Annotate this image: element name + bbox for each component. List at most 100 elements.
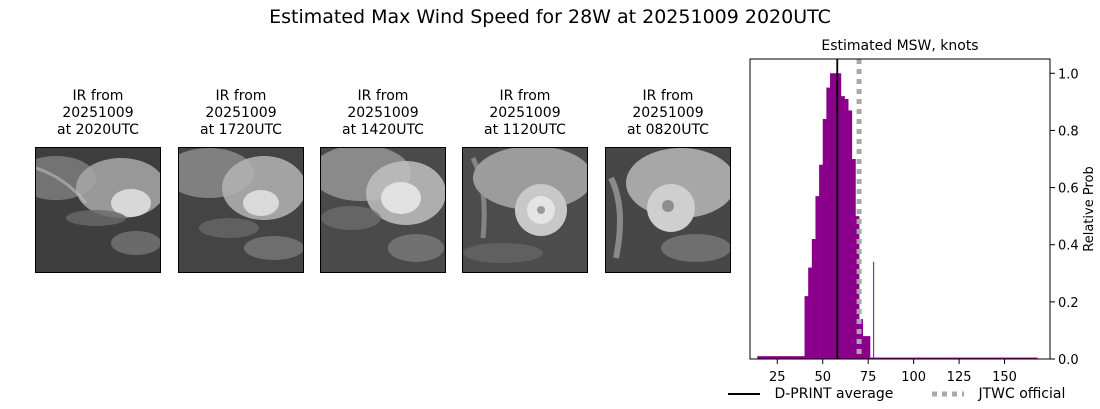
x-tick-label: 50 (814, 370, 831, 385)
ir-panel-title: IR from 20251009 at 1420UTC (342, 88, 424, 138)
histogram-bar (884, 357, 889, 359)
histogram-bar (957, 357, 962, 359)
y-axis-label: Relative Prob (1082, 166, 1097, 251)
y-tick-label: 0.0 (1058, 353, 1079, 368)
histogram-bar (800, 356, 805, 359)
histogram-bar (880, 357, 885, 359)
histogram-bar (946, 357, 951, 359)
histogram-bar (1015, 357, 1020, 359)
histogram-bar (928, 357, 933, 359)
histogram-bar (960, 357, 965, 359)
ir-satellite-image (462, 147, 588, 273)
ir-panel-5: IR from 20251009 at 0820UTC (605, 88, 731, 273)
histogram-bar (826, 87, 831, 360)
histogram-bar (917, 357, 922, 359)
histogram-bar (786, 356, 791, 359)
histogram-bar (990, 357, 994, 359)
histogram-bar (924, 357, 929, 359)
histogram-bar (931, 357, 936, 359)
histogram-bar (866, 336, 871, 359)
histogram-bar (950, 357, 954, 359)
histogram-bar (920, 357, 925, 359)
histogram-bar (971, 357, 976, 359)
histogram-bar (1033, 357, 1038, 359)
histogram-bar (1022, 357, 1027, 359)
histogram-bar (830, 73, 834, 360)
figure-title: Estimated Max Wind Speed for 28W at 2025… (269, 6, 831, 28)
x-tick-label: 25 (769, 370, 786, 385)
histogram-bar (764, 356, 769, 359)
histogram-bar (1026, 357, 1031, 359)
histogram-bar (891, 357, 896, 359)
histogram-bar (782, 356, 787, 359)
x-axis-ticks: 25 50 75 100 125 150 (769, 359, 1017, 385)
histogram-bar (797, 356, 802, 359)
histogram-bar (1019, 357, 1024, 359)
histogram-bar (808, 267, 813, 359)
histogram-bar (760, 356, 765, 359)
histogram-bar (1030, 357, 1034, 359)
solid-line-swatch (728, 393, 760, 395)
histogram-bar (968, 357, 973, 359)
histogram-bar (811, 239, 816, 359)
histogram-bar (804, 296, 809, 359)
histogram-bar (775, 356, 780, 359)
histogram-bar (855, 216, 860, 359)
ir-panel-1: IR from 20251009 at 2020UTC (35, 88, 161, 273)
ir-panel-title: IR from 20251009 at 2020UTC (57, 88, 139, 138)
ir-panel-title: IR from 20251009 at 1120UTC (484, 88, 566, 138)
y-tick-label: 0.8 (1058, 124, 1079, 139)
chart-title: Estimated MSW, knots (821, 38, 978, 54)
histogram-bar (895, 357, 900, 359)
histogram-bar (986, 357, 991, 359)
histogram-bar (888, 357, 893, 359)
histogram-bar (771, 356, 776, 359)
histogram-bar (833, 73, 838, 360)
ir-satellite-image (178, 147, 304, 273)
histogram-bars (757, 73, 1038, 360)
histogram-bar (910, 357, 914, 359)
dotted-line-swatch (932, 391, 964, 397)
ir-satellite-image (605, 147, 731, 273)
y-tick-label: 0.4 (1058, 239, 1079, 254)
x-tick-label: 150 (992, 370, 1017, 385)
histogram-bar (979, 357, 984, 359)
ir-panel-title: IR from 20251009 at 0820UTC (627, 88, 709, 138)
axes-frame (749, 58, 1051, 360)
histogram-bar (757, 356, 762, 359)
histogram-bar (819, 164, 824, 359)
y-tick-label: 1.0 (1058, 67, 1079, 82)
y-tick-label: 0.2 (1058, 296, 1079, 311)
legend-item-dprint: D-PRINT average (728, 386, 893, 402)
ir-panel-title: IR from 20251009 at 1720UTC (200, 88, 282, 138)
histogram-bar (815, 196, 820, 359)
histogram-bar (906, 357, 911, 359)
reference-lines (836, 59, 862, 359)
x-tick-label: 125 (947, 370, 972, 385)
histogram-bar (913, 357, 918, 359)
x-tick-label: 75 (860, 370, 877, 385)
histogram-bar (1011, 357, 1016, 359)
histogram-bar (935, 357, 940, 359)
histogram-bar (848, 110, 853, 359)
histogram-bar (939, 357, 944, 359)
histogram-bar (862, 336, 867, 359)
histogram-bar (964, 357, 969, 359)
histogram-bar (870, 357, 874, 359)
histogram-bar (975, 357, 980, 359)
y-axis-ticks: 0.0 0.2 0.4 0.6 0.8 1.0 (1050, 67, 1079, 368)
histogram-bar (997, 357, 1002, 359)
histogram-bar (982, 357, 987, 359)
histogram-bar (851, 159, 856, 359)
ir-panel-4: IR from 20251009 at 1120UTC (462, 88, 588, 273)
ir-satellite-image (320, 147, 446, 273)
histogram-bar (902, 357, 907, 359)
ir-panel-3: IR from 20251009 at 1420UTC (320, 88, 446, 273)
histogram-bar (953, 357, 958, 359)
legend-item-jtwc: JTWC official (932, 386, 1065, 402)
histogram-bar (844, 99, 849, 359)
histogram-bar (1004, 357, 1009, 359)
histogram-bar (837, 73, 842, 360)
histogram-bar (840, 96, 845, 360)
